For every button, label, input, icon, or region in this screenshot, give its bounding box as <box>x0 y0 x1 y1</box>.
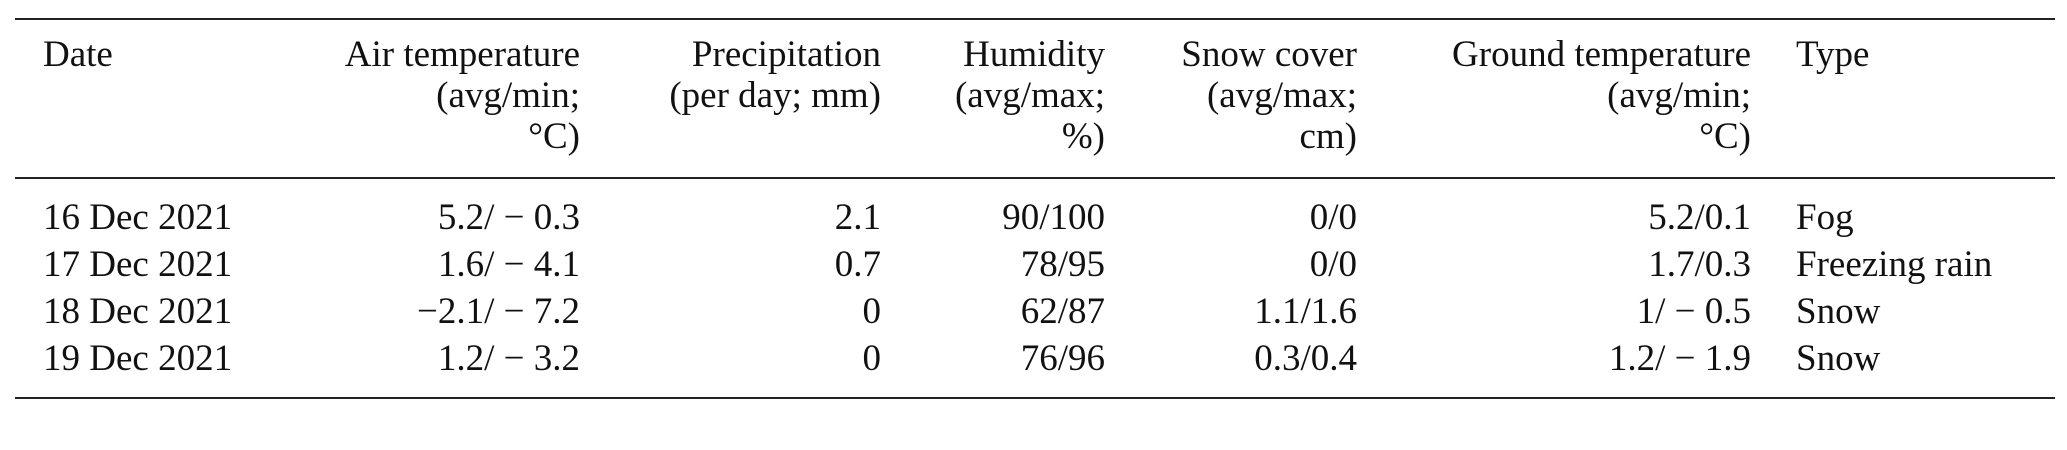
cell-humidity: 76/96 <box>1020 338 1105 379</box>
cell-snow-cover: 0/0 <box>1309 197 1357 238</box>
cell-humidity: 90/100 <box>1002 197 1105 238</box>
cell-snow-cover: 1.1/1.6 <box>1254 291 1357 332</box>
table-body: 16 Dec 2021 5.2/ − 0.3 2.1 90/100 0/0 5.… <box>15 178 2055 398</box>
cell-air-temperature: 5.2/ − 0.3 <box>437 197 580 238</box>
header-ground-line-1: Ground temperature <box>1452 34 1751 75</box>
header-snow-line-1: Snow cover <box>1181 34 1357 75</box>
table-row: 19 Dec 2021 1.2/ − 3.2 0 76/96 0.3/0.4 1… <box>15 335 2055 398</box>
cell-humidity: 78/95 <box>1020 244 1105 285</box>
weather-conditions-table: Date Air temperature (avg/min; °C) Preci… <box>15 18 2055 399</box>
cell-ground-temperature: 5.2/0.1 <box>1648 197 1751 238</box>
header-humidity-line-3: %) <box>1061 116 1105 157</box>
cell-date: 19 Dec 2021 <box>43 338 233 379</box>
header-precip-line-2: (per day; mm) <box>669 75 881 116</box>
header-snow-line-3: cm) <box>1299 116 1357 157</box>
header-date-line-1: Date <box>43 34 113 75</box>
table-row: 16 Dec 2021 5.2/ − 0.3 2.1 90/100 0/0 5.… <box>15 178 2055 241</box>
header-snow-cover: Snow cover (avg/max; cm) <box>1106 19 1358 178</box>
table-header: Date Air temperature (avg/min; °C) Preci… <box>15 19 2055 178</box>
header-humidity-line-1: Humidity <box>963 34 1105 75</box>
cell-humidity: 62/87 <box>1020 291 1105 332</box>
table-row: 18 Dec 2021 −2.1/ − 7.2 0 62/87 1.1/1.6 … <box>15 288 2055 335</box>
header-precip-line-1: Precipitation <box>691 34 881 75</box>
cell-date: 18 Dec 2021 <box>43 291 233 332</box>
header-humidity: Humidity (avg/max; %) <box>882 19 1106 178</box>
cell-ground-temperature: 1.2/ − 1.9 <box>1608 338 1751 379</box>
cell-ground-temperature: 1.7/0.3 <box>1648 244 1751 285</box>
cell-type: Fog <box>1796 197 1854 238</box>
header-ground-line-2: (avg/min; <box>1607 75 1751 116</box>
cell-precipitation: 0.7 <box>834 244 881 285</box>
header-air-temperature: Air temperature (avg/min; °C) <box>249 19 580 178</box>
cell-type: Freezing rain <box>1796 244 1993 285</box>
header-row: Date Air temperature (avg/min; °C) Preci… <box>15 19 2055 178</box>
cell-air-temperature: 1.6/ − 4.1 <box>437 244 580 285</box>
header-ground-line-3: °C) <box>1699 116 1751 157</box>
cell-air-temperature: 1.2/ − 3.2 <box>437 338 580 379</box>
cell-type: Snow <box>1796 338 1881 379</box>
header-humidity-line-2: (avg/max; <box>954 75 1105 116</box>
cell-precipitation: 0 <box>862 291 882 332</box>
cell-type: Snow <box>1796 291 1881 332</box>
cell-date: 17 Dec 2021 <box>43 244 233 285</box>
table-row: 17 Dec 2021 1.6/ − 4.1 0.7 78/95 0/0 1.7… <box>15 241 2055 288</box>
cell-ground-temperature: 1/ − 0.5 <box>1636 291 1751 332</box>
header-air-line-3: °C) <box>528 116 580 157</box>
cell-date: 16 Dec 2021 <box>43 197 233 238</box>
cell-precipitation: 0 <box>862 338 882 379</box>
header-type: Type <box>1752 19 2055 178</box>
header-ground-temperature: Ground temperature (avg/min; °C) <box>1358 19 1752 178</box>
header-snow-line-2: (avg/max; <box>1206 75 1357 116</box>
header-date: Date <box>15 19 249 178</box>
cell-air-temperature: −2.1/ − 7.2 <box>416 291 580 332</box>
cell-snow-cover: 0/0 <box>1309 244 1357 285</box>
header-air-line-1: Air temperature <box>344 34 580 75</box>
cell-precipitation: 2.1 <box>834 197 881 238</box>
cell-snow-cover: 0.3/0.4 <box>1254 338 1357 379</box>
header-precipitation: Precipitation (per day; mm) <box>580 19 882 178</box>
header-type-line-1: Type <box>1796 34 1870 75</box>
header-air-line-2: (avg/min; <box>436 75 580 116</box>
